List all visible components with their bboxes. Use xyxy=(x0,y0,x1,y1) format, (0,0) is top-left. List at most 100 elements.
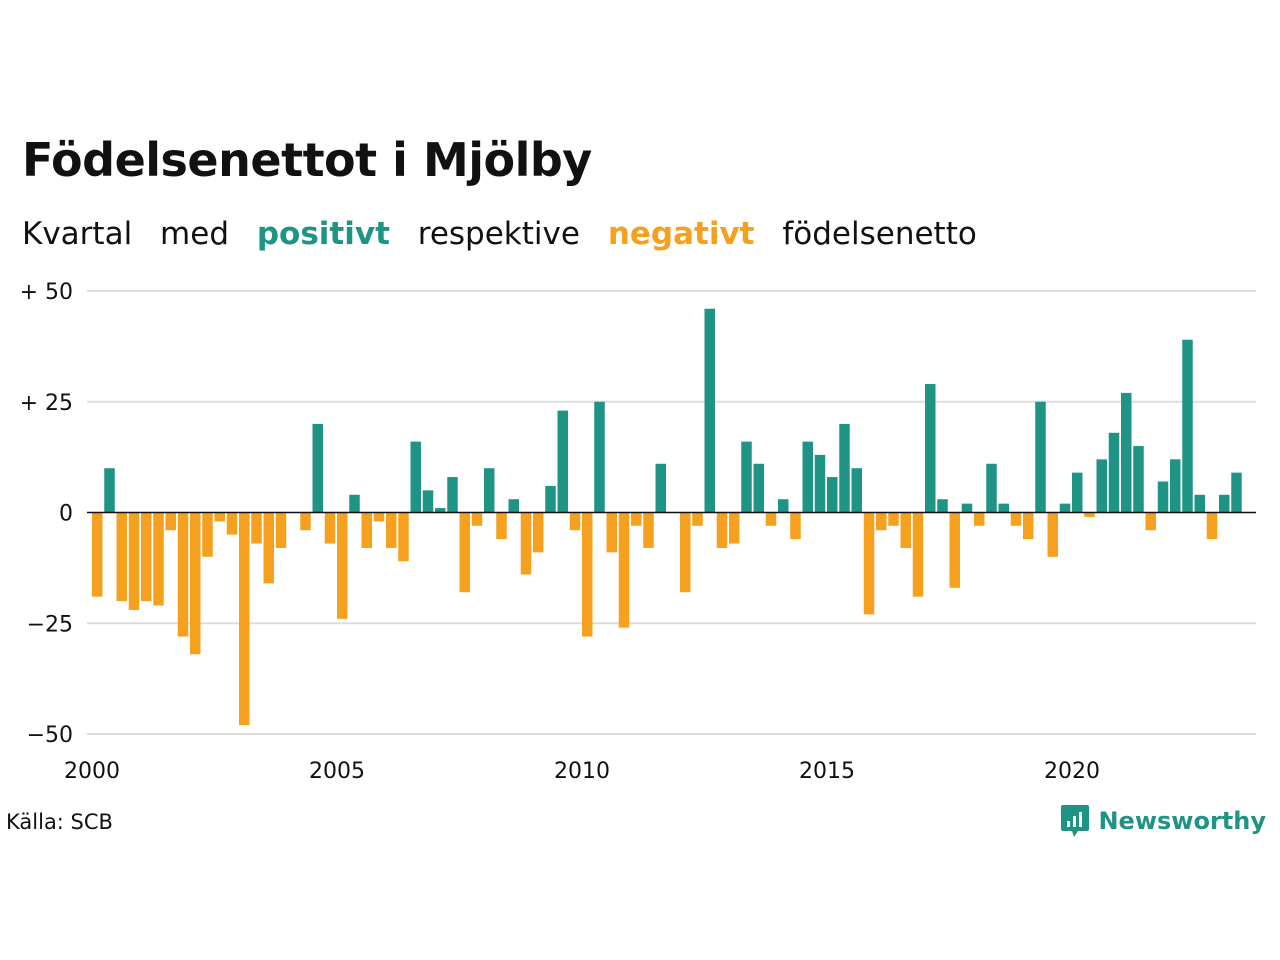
bar xyxy=(165,512,176,531)
y-tick-label: + 50 xyxy=(20,280,73,305)
bar xyxy=(361,512,372,548)
bar xyxy=(851,468,862,513)
bar xyxy=(1035,401,1046,513)
bar xyxy=(729,512,740,544)
bar xyxy=(912,512,924,597)
bar xyxy=(863,512,875,615)
bar xyxy=(116,512,127,602)
bar xyxy=(141,512,152,602)
bar xyxy=(1047,512,1058,557)
bar xyxy=(373,512,385,522)
bar xyxy=(153,512,164,606)
subtitle-text-1: Kvartal xyxy=(22,216,133,252)
bar xyxy=(741,441,752,513)
bar xyxy=(1206,512,1218,540)
bar xyxy=(1170,459,1181,513)
bar xyxy=(447,477,458,513)
bar xyxy=(251,512,262,544)
bar xyxy=(606,512,617,553)
bar xyxy=(765,512,777,526)
bar xyxy=(569,512,581,531)
bar xyxy=(508,499,519,513)
bar xyxy=(1182,339,1193,513)
bar xyxy=(949,512,960,588)
bar xyxy=(324,512,336,544)
y-tick-label: 0 xyxy=(59,502,73,527)
bar xyxy=(533,512,544,553)
bar xyxy=(1219,494,1230,513)
bar xyxy=(594,401,605,513)
bar xyxy=(986,463,997,513)
bar xyxy=(459,512,470,593)
bar xyxy=(435,508,446,513)
bar xyxy=(128,512,140,610)
bar xyxy=(704,308,715,513)
bar xyxy=(398,512,409,562)
bar xyxy=(1231,472,1242,513)
y-tick-label: + 25 xyxy=(20,391,73,416)
bar xyxy=(239,512,250,726)
bar xyxy=(937,499,948,513)
x-tick-label: 2000 xyxy=(64,759,120,784)
bar xyxy=(386,512,397,548)
bar-chart: + 50 + 25 0 −25 −50 2000 2005 2010 2015 2020 xyxy=(20,280,1256,784)
chart-subtitle: Kvartal med positivt respektive negativt… xyxy=(22,216,995,252)
bar xyxy=(92,512,103,597)
subtitle-text-4: födelsenetto xyxy=(782,216,977,252)
chart-title: Födelsenettot i Mjölby xyxy=(22,133,592,187)
bar xyxy=(839,423,850,513)
bar xyxy=(778,499,789,513)
newsworthy-logo-icon xyxy=(1061,805,1090,837)
bar xyxy=(484,468,495,513)
bar xyxy=(1010,512,1022,526)
bar xyxy=(900,512,911,548)
bar xyxy=(422,490,434,513)
x-tick-label: 2010 xyxy=(554,759,610,784)
y-tick-label: −50 xyxy=(27,723,73,748)
bar xyxy=(790,512,801,540)
bar xyxy=(557,410,568,513)
bar xyxy=(618,512,630,628)
bar xyxy=(582,512,593,637)
bar xyxy=(214,512,225,522)
subtitle-text-3: respektive xyxy=(417,216,580,252)
bar xyxy=(961,503,973,513)
bar xyxy=(520,512,532,575)
x-tick-label: 2005 xyxy=(309,759,365,784)
bar xyxy=(496,512,507,540)
bar xyxy=(1072,472,1083,513)
bar xyxy=(1059,503,1071,513)
bar xyxy=(202,512,213,557)
bar xyxy=(998,503,1009,513)
bar xyxy=(190,512,201,655)
brand-name: Newsworthy xyxy=(1098,807,1266,835)
bar xyxy=(275,512,287,548)
bar xyxy=(226,512,238,535)
bar xyxy=(545,485,556,513)
bar xyxy=(802,441,813,513)
bar xyxy=(300,512,311,531)
bar xyxy=(876,512,887,531)
bar xyxy=(716,512,728,548)
bar xyxy=(631,512,642,526)
bar xyxy=(643,512,654,548)
bar xyxy=(471,512,483,526)
bar xyxy=(177,512,189,637)
bar xyxy=(888,512,899,526)
bar xyxy=(1121,392,1132,513)
bar xyxy=(1023,512,1034,540)
y-tick-label: −25 xyxy=(27,612,73,637)
bar xyxy=(349,494,360,513)
bar xyxy=(263,512,274,584)
bar xyxy=(827,477,838,513)
bar xyxy=(1194,494,1205,513)
source-note: Källa: SCB xyxy=(6,810,113,834)
bar xyxy=(1096,459,1107,513)
bar xyxy=(312,423,323,513)
bar xyxy=(925,384,936,513)
bar xyxy=(1145,512,1156,531)
bar xyxy=(1157,481,1169,513)
bar xyxy=(974,512,985,526)
bar xyxy=(1133,446,1144,513)
bar xyxy=(753,463,764,513)
